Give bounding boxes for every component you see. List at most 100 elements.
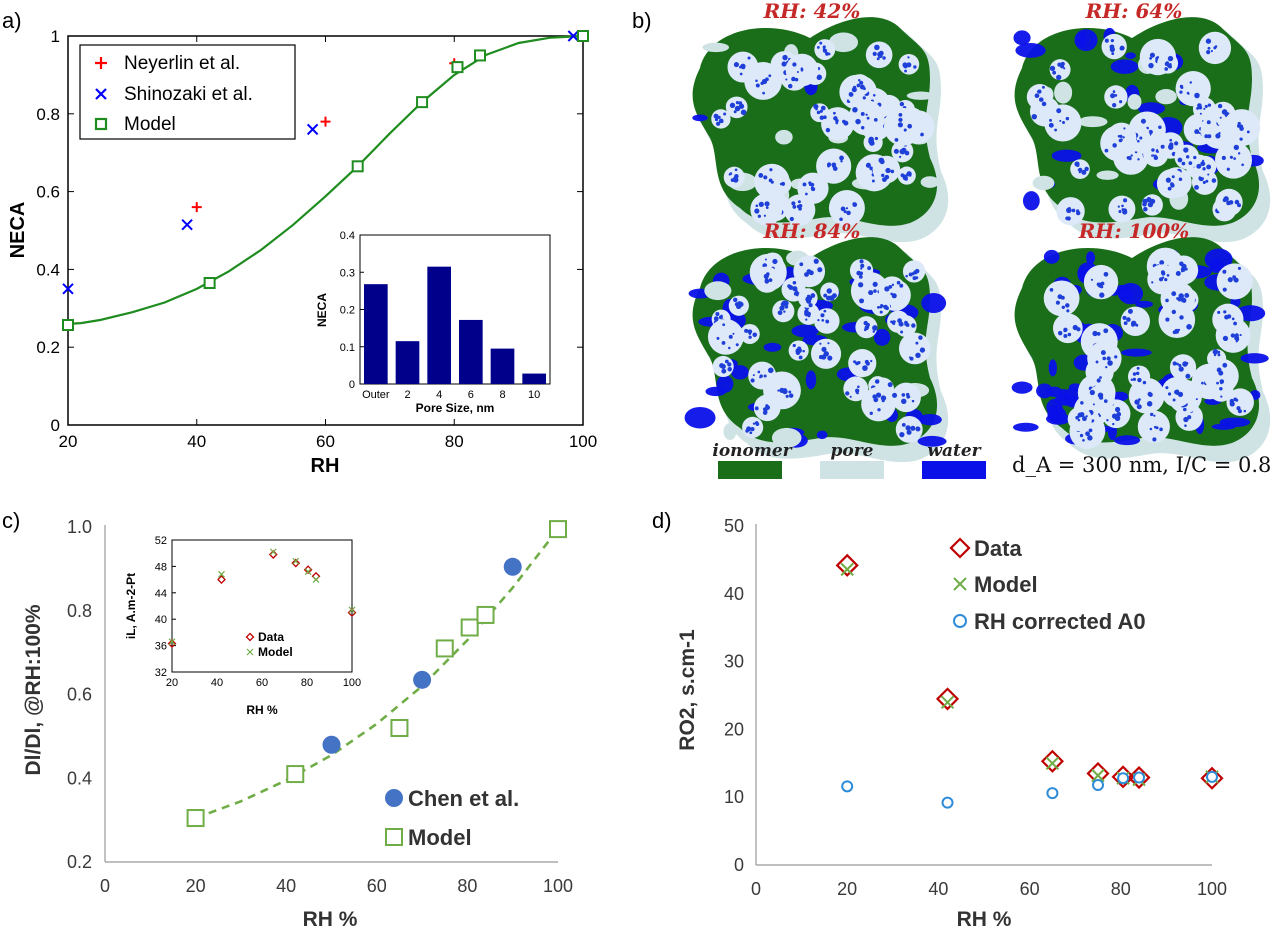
pt-dot: [894, 137, 899, 142]
water-region: [692, 114, 708, 122]
pore-region: [1155, 89, 1177, 105]
pt-dot: [1186, 324, 1192, 330]
pt-dot: [727, 366, 732, 372]
pt-dot: [1211, 178, 1217, 183]
pt-dot: [1200, 161, 1206, 167]
pt-dot: [900, 330, 904, 334]
pt-dot: [872, 281, 878, 287]
pt-dot: [1178, 363, 1182, 368]
pt-dot: [887, 382, 893, 388]
pt-dot: [749, 431, 753, 435]
pt-dot: [1048, 122, 1054, 128]
pt-dot: [891, 283, 895, 287]
pt-dot: [1176, 362, 1179, 366]
pt-dot: [1207, 173, 1210, 176]
pt-dot: [758, 173, 764, 178]
pt-dot: [777, 389, 780, 392]
inset-a-frame: [359, 234, 551, 385]
legend-c-symbol-square: [385, 828, 403, 846]
pt-dot: [869, 411, 873, 415]
pt-dot: [1158, 277, 1164, 282]
microstructure-rh100: [1011, 237, 1271, 463]
inset-c-xtick-label: 40: [211, 677, 223, 689]
water-region: [1110, 59, 1139, 74]
legend-d-data: Data: [974, 536, 1022, 561]
pt-dot: [1170, 183, 1175, 188]
marker-a-plus-1: [320, 116, 331, 127]
x-tick-label-c: 40: [276, 876, 296, 896]
pt-dot: [904, 69, 907, 73]
pt-dot: [1127, 308, 1133, 314]
pt-dot: [877, 305, 880, 309]
pt-dot: [1076, 209, 1080, 213]
pt-dot: [821, 346, 827, 353]
pt-dot: [904, 177, 908, 181]
pt-dot: [804, 310, 810, 317]
carbon-particle: [1194, 155, 1217, 178]
pt-dot: [822, 45, 826, 49]
pt-dot: [1149, 412, 1154, 417]
pt-dot: [752, 332, 758, 338]
pt-dot: [1206, 164, 1212, 170]
pt-dot: [792, 205, 797, 209]
pt-dot: [797, 200, 801, 204]
pt-dot: [1188, 161, 1193, 165]
pt-dot: [1151, 281, 1154, 284]
pt-dot: [1166, 274, 1170, 277]
inset-c-ytick-label: 32: [155, 667, 167, 679]
marker-d-data-4: [1111, 765, 1135, 789]
pt-dot: [718, 118, 724, 124]
inset-c-data-1: [217, 575, 226, 585]
pt-dot: [795, 350, 801, 356]
pt-dot: [781, 61, 787, 67]
pt-dot: [822, 48, 828, 53]
pt-dot: [1171, 309, 1177, 315]
pt-dot: [1118, 138, 1123, 143]
pt-dot: [857, 78, 861, 82]
pt-dot: [1114, 355, 1118, 359]
marker-d-rh-4: [1117, 772, 1130, 785]
pore-region: [1127, 93, 1142, 110]
pt-dot: [1114, 415, 1121, 421]
pt-dot: [1199, 112, 1202, 115]
pt-dot: [805, 318, 808, 321]
water-region: [1121, 348, 1152, 357]
pt-dot: [768, 74, 772, 78]
pt-dot: [1212, 349, 1219, 355]
water-region: [1114, 435, 1141, 446]
marker-d-rh-0: [841, 780, 854, 793]
pt-dot: [1167, 55, 1174, 62]
pt-dot: [1165, 317, 1170, 322]
marker-a-x-2: [306, 123, 319, 136]
y-tick-label-d: 0: [734, 855, 744, 875]
pt-dot: [1142, 380, 1147, 385]
pt-dot: [765, 272, 770, 276]
pt-dot: [763, 214, 766, 217]
y-tick-label-d: 50: [724, 516, 744, 536]
water-region: [918, 413, 942, 426]
pt-dot: [905, 274, 908, 278]
pt-dot: [910, 425, 916, 431]
pt-dot: [788, 393, 794, 398]
pt-dot: [1121, 204, 1124, 208]
pt-dot: [1167, 186, 1172, 191]
pt-dot: [1160, 144, 1165, 149]
water-region: [1086, 251, 1096, 265]
pt-dot: [1215, 133, 1221, 139]
pt-dot: [792, 280, 797, 285]
inset-c-model-3: [292, 557, 300, 565]
pt-dot: [1174, 141, 1179, 146]
panel-letter-d: d): [652, 508, 672, 533]
pt-dot: [1151, 154, 1154, 157]
marker-a-plus-0: [191, 202, 202, 213]
marker-a-square-1: [203, 277, 216, 290]
pt-dot: [823, 115, 827, 120]
pt-dot: [1122, 136, 1125, 139]
y-tick-label-a: 0.8: [36, 105, 60, 124]
pt-dot: [1194, 129, 1200, 135]
pt-dot: [764, 278, 769, 282]
panel-letter-b: b): [632, 8, 652, 33]
pt-dot: [763, 175, 768, 180]
pt-dot: [1105, 365, 1108, 369]
